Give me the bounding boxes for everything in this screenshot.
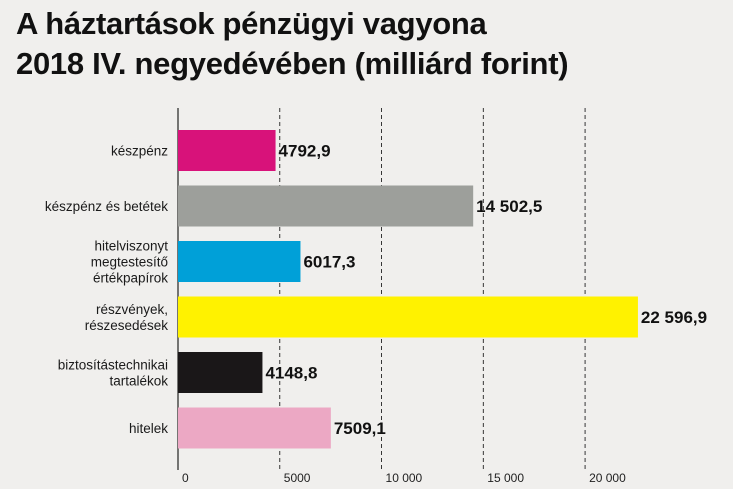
category-labels: készpénz készpénz és betétek hitelviszonyt…: [45, 144, 168, 437]
value-label: 14 502,5: [476, 197, 542, 216]
value-label: 22 596,9: [641, 308, 707, 327]
chart-title-line-2: 2018 IV. negyedévében (milliárd forint): [16, 46, 569, 81]
bar: [178, 241, 301, 282]
x-tick-label: 15 000: [487, 471, 524, 485]
x-tick-label: 0: [182, 471, 189, 485]
value-label: 6017,3: [303, 253, 355, 272]
value-labels: 4792,9 14 502,5 6017,3 22 596,9 4148,8 7509,1: [265, 142, 707, 439]
chart-title: A háztartások pénzügyi vagyona 2018 IV. …: [16, 4, 726, 84]
bar: [178, 130, 276, 171]
x-tick-label: 5000: [284, 471, 311, 485]
chart-title-line-1: A háztartások pénzügyi vagyona: [16, 6, 487, 41]
category-label: készpénz: [111, 144, 168, 159]
category-label: biztosítástechnikai tartalékok: [58, 358, 169, 389]
x-tick-labels: 0 5000 10 000 15 000 20 000: [182, 471, 626, 485]
category-label: hitelviszonyt megtestesítő értékpapírok: [91, 239, 169, 286]
x-tick-label: 10 000: [386, 471, 423, 485]
x-tick-label: 20 000: [589, 471, 626, 485]
value-label: 7509,1: [334, 419, 386, 438]
bar: [178, 352, 263, 393]
category-label: részvények, részesedések: [85, 302, 169, 333]
bar: [178, 407, 331, 449]
value-label: 4792,9: [279, 142, 331, 161]
bar: [178, 185, 474, 227]
value-label: 4148,8: [265, 364, 317, 383]
bar: [178, 296, 638, 338]
bars: [178, 130, 638, 449]
category-label: készpénz és betétek: [45, 199, 168, 214]
category-label: hitelek: [129, 421, 168, 436]
